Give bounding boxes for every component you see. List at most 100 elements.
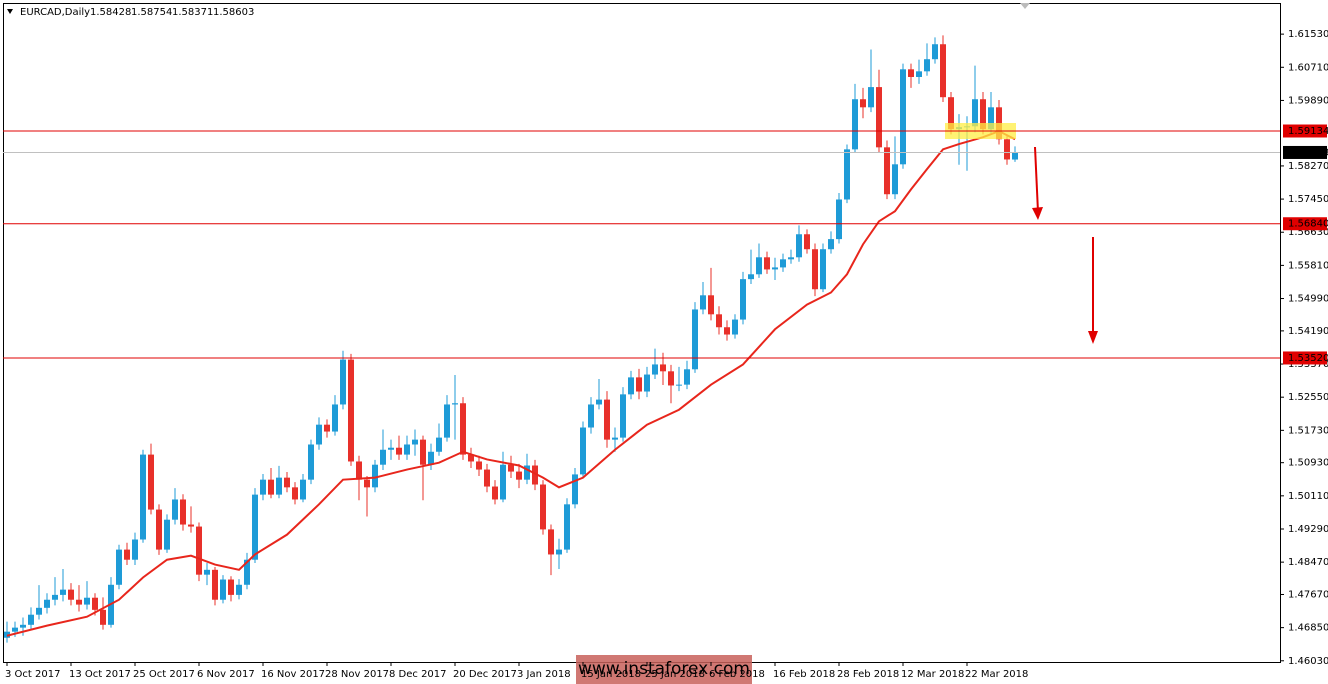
watermark: www.instaforex.com — [578, 659, 750, 679]
symbol: EURCAD,Daily — [20, 7, 90, 18]
candle-body — [252, 494, 258, 560]
candle-body — [508, 464, 514, 472]
candle-body — [244, 559, 250, 585]
y-tick-label: 1.57450 — [1288, 194, 1328, 205]
y-tick-label: 1.54190 — [1288, 326, 1328, 337]
candle-body — [204, 569, 210, 575]
candle-body — [44, 599, 50, 608]
candle-body — [764, 257, 770, 270]
candle-body — [868, 87, 874, 108]
candle-body — [756, 257, 762, 275]
x-tick-label: 16 Nov 2017 — [261, 669, 325, 680]
candle-body — [60, 589, 66, 595]
shift-marker — [1020, 3, 1030, 9]
candle-body — [724, 327, 730, 335]
candle-body — [572, 474, 578, 505]
candle-body — [68, 589, 74, 600]
candle-body — [380, 449, 386, 465]
candle-body — [92, 597, 98, 610]
candle-body — [468, 454, 474, 462]
candle-body — [444, 404, 450, 438]
arrow-head — [1088, 331, 1098, 344]
candle-body — [420, 439, 426, 465]
watermark-box — [576, 655, 752, 684]
candle-body — [660, 364, 666, 372]
candle-body — [36, 607, 42, 615]
x-tick-label: 3 Oct 2017 — [5, 669, 60, 680]
candle-body — [636, 377, 642, 392]
y-tick-label: 1.51730 — [1288, 425, 1328, 436]
candle-body — [228, 579, 234, 595]
candle-body — [612, 437, 618, 440]
level-label-box — [1283, 124, 1327, 138]
candle-body — [412, 439, 418, 445]
candle-body — [900, 69, 906, 165]
overlay — [3, 130, 1280, 359]
level-label-box — [1283, 217, 1327, 231]
arrow — [1034, 146, 1039, 213]
candle-body — [292, 487, 298, 500]
candle-body — [788, 257, 794, 260]
candle-body — [452, 403, 458, 405]
candle-body — [1004, 139, 1010, 160]
candle-body — [164, 519, 170, 550]
candle-body — [76, 599, 82, 605]
candle-body — [556, 549, 562, 555]
candle-body — [1012, 152, 1018, 160]
y-tick-label: 1.53370 — [1288, 359, 1328, 370]
price-label-box — [1283, 145, 1327, 159]
candle-body — [732, 319, 738, 335]
candle-body — [132, 539, 138, 560]
candle-body — [628, 377, 634, 395]
candle-body — [908, 69, 914, 77]
candle-body — [220, 579, 226, 600]
y-tick-label: 1.47670 — [1288, 589, 1328, 600]
candle-body — [316, 424, 322, 445]
candle-body — [692, 309, 698, 370]
candle-body — [484, 469, 490, 487]
candle-body — [492, 486, 498, 500]
level-label: 1.56840 — [1288, 219, 1328, 230]
candle-body — [356, 461, 362, 480]
candle-body — [300, 479, 306, 500]
candle-body — [212, 569, 218, 600]
candle-body — [876, 87, 882, 148]
x-tick-label: 15 Jan 2018 — [581, 669, 641, 680]
menu-marker — [7, 9, 13, 14]
x-tick-label: 25 Oct 2017 — [133, 669, 195, 680]
y-tick-label: 1.46030 — [1288, 656, 1328, 667]
plot-area — [4, 35, 1018, 643]
level-label: 1.59134 — [1288, 126, 1328, 137]
candle-body — [588, 404, 594, 428]
y-tick-label: 1.50110 — [1288, 491, 1328, 502]
candle-body — [524, 465, 530, 480]
candle-body — [324, 424, 330, 432]
candle-body — [172, 499, 178, 520]
candle-body — [748, 274, 754, 280]
x-tick-label: 25 Jan 2018 — [645, 669, 705, 680]
candle-body — [436, 437, 442, 452]
candle-body — [188, 524, 194, 527]
y-tick-label: 1.54990 — [1288, 294, 1328, 305]
y-tick-label: 1.48470 — [1288, 557, 1328, 568]
candle-body — [12, 627, 18, 632]
arrow-head — [1032, 207, 1043, 220]
candle-body — [124, 549, 130, 560]
y-tick-label: 1.58270 — [1288, 161, 1328, 172]
y-tick-label: 1.60710 — [1288, 62, 1328, 73]
candle-body — [180, 499, 186, 525]
candle-body — [156, 509, 162, 550]
level-label-box — [1283, 351, 1327, 365]
candle-body — [148, 454, 154, 510]
y-tick-label: 1.49290 — [1288, 524, 1328, 535]
y-tick-label: 1.46850 — [1288, 623, 1328, 634]
candle-body — [276, 477, 282, 495]
high-value: 1.58754 — [131, 7, 172, 18]
candle-body — [932, 44, 938, 60]
x-tick-label: 20 Dec 2017 — [453, 669, 517, 680]
candle-body — [308, 444, 314, 480]
y-tick-label: 1.52550 — [1288, 392, 1328, 403]
open-value: 1.58428 — [90, 7, 131, 18]
low-value: 1.58371 — [172, 7, 213, 18]
